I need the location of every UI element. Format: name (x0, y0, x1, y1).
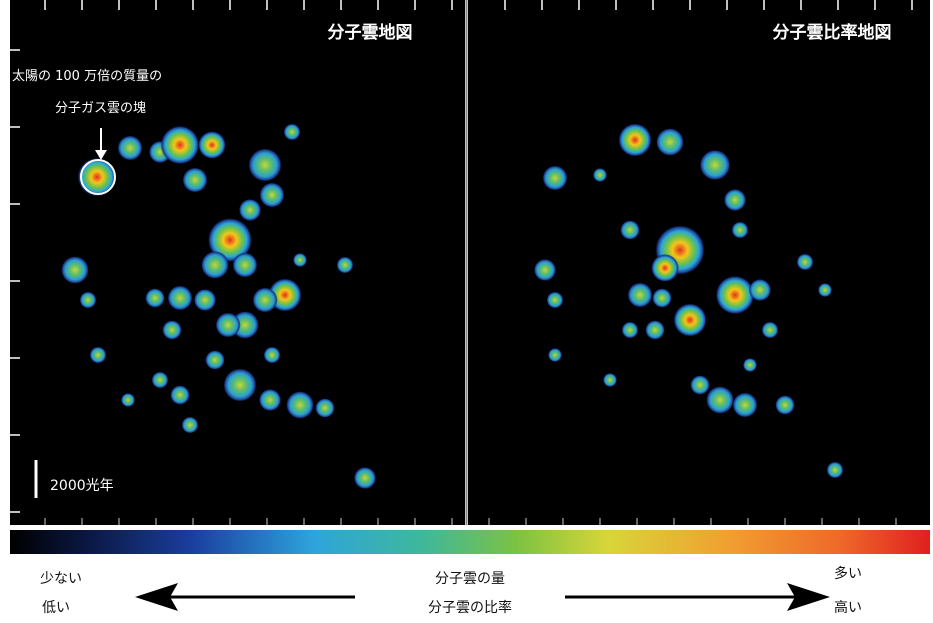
cloud (749, 279, 771, 301)
cloud (652, 288, 672, 308)
cloud (620, 220, 640, 240)
figure: 分子雲地図 分子雲比率地図 太陽の 100 万倍の質量の 分子ガス雲の塊 200… (0, 0, 933, 623)
cloud (618, 123, 652, 157)
cloud (223, 368, 257, 402)
cloud (239, 199, 261, 221)
colorbar (10, 530, 930, 554)
cloud (627, 282, 652, 307)
cloud (215, 312, 240, 337)
cloud (284, 124, 301, 141)
cloud (117, 135, 142, 160)
cloud (534, 259, 556, 281)
cloud (622, 322, 639, 339)
legend-text: 少ない (40, 571, 82, 587)
cloud (160, 125, 199, 164)
cloud (354, 467, 376, 489)
cloud (121, 393, 135, 407)
cloud (182, 167, 207, 192)
cloud (259, 182, 284, 207)
cloud (706, 386, 734, 414)
cloud (827, 462, 844, 479)
cloud (145, 288, 165, 308)
annotation: 分子ガス雲の塊 (55, 100, 146, 116)
panel-title: 分子雲比率地図 (773, 22, 892, 43)
cloud (198, 131, 226, 159)
cloud (732, 392, 757, 417)
cloud (797, 254, 814, 271)
cloud (732, 222, 749, 239)
cloud (315, 398, 335, 418)
cloud (656, 128, 684, 156)
scale-label: 2000光年 (50, 478, 114, 494)
annotation: 太陽の 100 万倍の質量の (12, 69, 162, 84)
cloud (542, 165, 567, 190)
cloud (201, 251, 229, 279)
cloud (775, 395, 795, 415)
legend-text: 高い (834, 599, 862, 616)
cloud (77, 157, 116, 196)
legend-text: 多い (834, 565, 862, 582)
cloud (90, 347, 107, 364)
cloud (248, 148, 282, 182)
legend-text: 分子雲の量 (435, 571, 505, 587)
cloud (286, 391, 314, 419)
cloud (603, 373, 617, 387)
cloud (182, 417, 199, 434)
cloud (162, 320, 182, 340)
cloud (548, 348, 562, 362)
panel-title: 分子雲地図 (328, 22, 413, 43)
cloud (293, 253, 307, 267)
cloud (645, 320, 665, 340)
legend-text: 分子雲の比率 (428, 599, 512, 616)
cloud (80, 292, 97, 309)
cloud (593, 168, 607, 182)
cloud (61, 256, 89, 284)
cloud (170, 385, 190, 405)
cloud (818, 283, 832, 297)
cloud (651, 254, 679, 282)
cloud (690, 375, 710, 395)
cloud (152, 372, 169, 389)
cloud (700, 150, 731, 181)
cloud (724, 189, 746, 211)
cloud (762, 322, 779, 339)
cloud (743, 358, 757, 372)
cloud (264, 347, 281, 364)
cloud (259, 389, 281, 411)
cloud (194, 289, 216, 311)
cloud (252, 287, 277, 312)
cloud (715, 275, 754, 314)
cloud (673, 303, 707, 337)
cloud (167, 285, 192, 310)
legend-text: 低い (42, 600, 70, 616)
cloud (337, 257, 354, 274)
cloud (547, 292, 564, 309)
cloud (232, 252, 257, 277)
page: {"panels": {"left_title": "分子雲地図", "righ… (0, 0, 933, 623)
cloud (205, 350, 225, 370)
